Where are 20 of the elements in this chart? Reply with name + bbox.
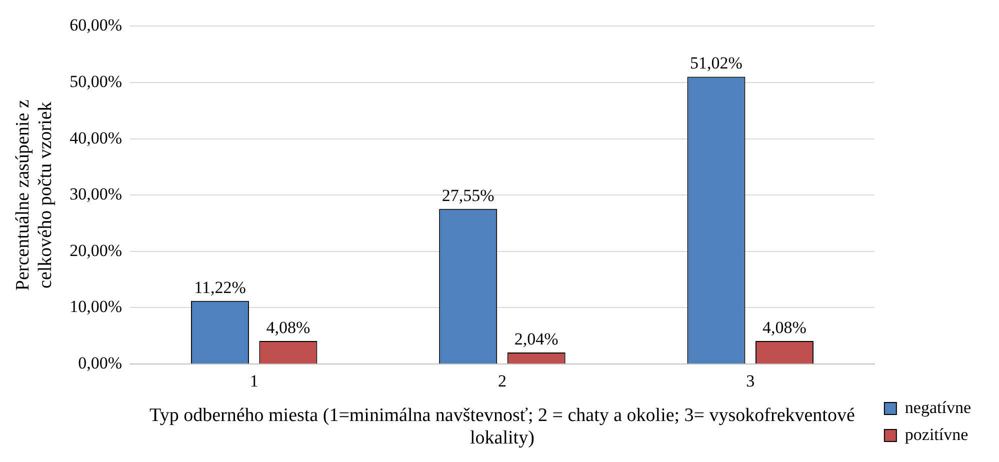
y-tick-label: 60,00% <box>70 16 122 35</box>
y-tick-label: 50,00% <box>70 72 122 91</box>
legend-label: negatívne <box>904 398 972 417</box>
data-label: 4,08% <box>266 318 310 337</box>
y-tick-label: 20,00% <box>70 240 122 260</box>
data-label: 2,04% <box>514 329 558 348</box>
x-tick-label: 3 <box>746 372 755 391</box>
data-label: 11,22% <box>194 278 246 297</box>
y-axis-title: Percentuálne zasúpenie z celkového počtu vzoriek <box>12 100 56 291</box>
x-axis-title: Typ odberného miesta (1=minimálna navštevnosť; 2 = chaty a okolie; 3= vysokofrekventové lokality) <box>150 404 855 449</box>
y-tick-label: 40,00% <box>70 128 122 148</box>
data-label: 4,08% <box>762 318 806 337</box>
data-label: 27,55% <box>442 186 494 205</box>
x-tick-label: 2 <box>498 372 506 391</box>
legend-label: pozitívne <box>904 424 968 444</box>
y-tick-label: 30,00% <box>70 184 122 204</box>
data-label: 51,02% <box>690 54 742 73</box>
x-tick-label: 1 <box>250 372 258 391</box>
y-tick-label: 10,00% <box>70 297 122 316</box>
y-tick-label: 0,00% <box>78 353 122 372</box>
